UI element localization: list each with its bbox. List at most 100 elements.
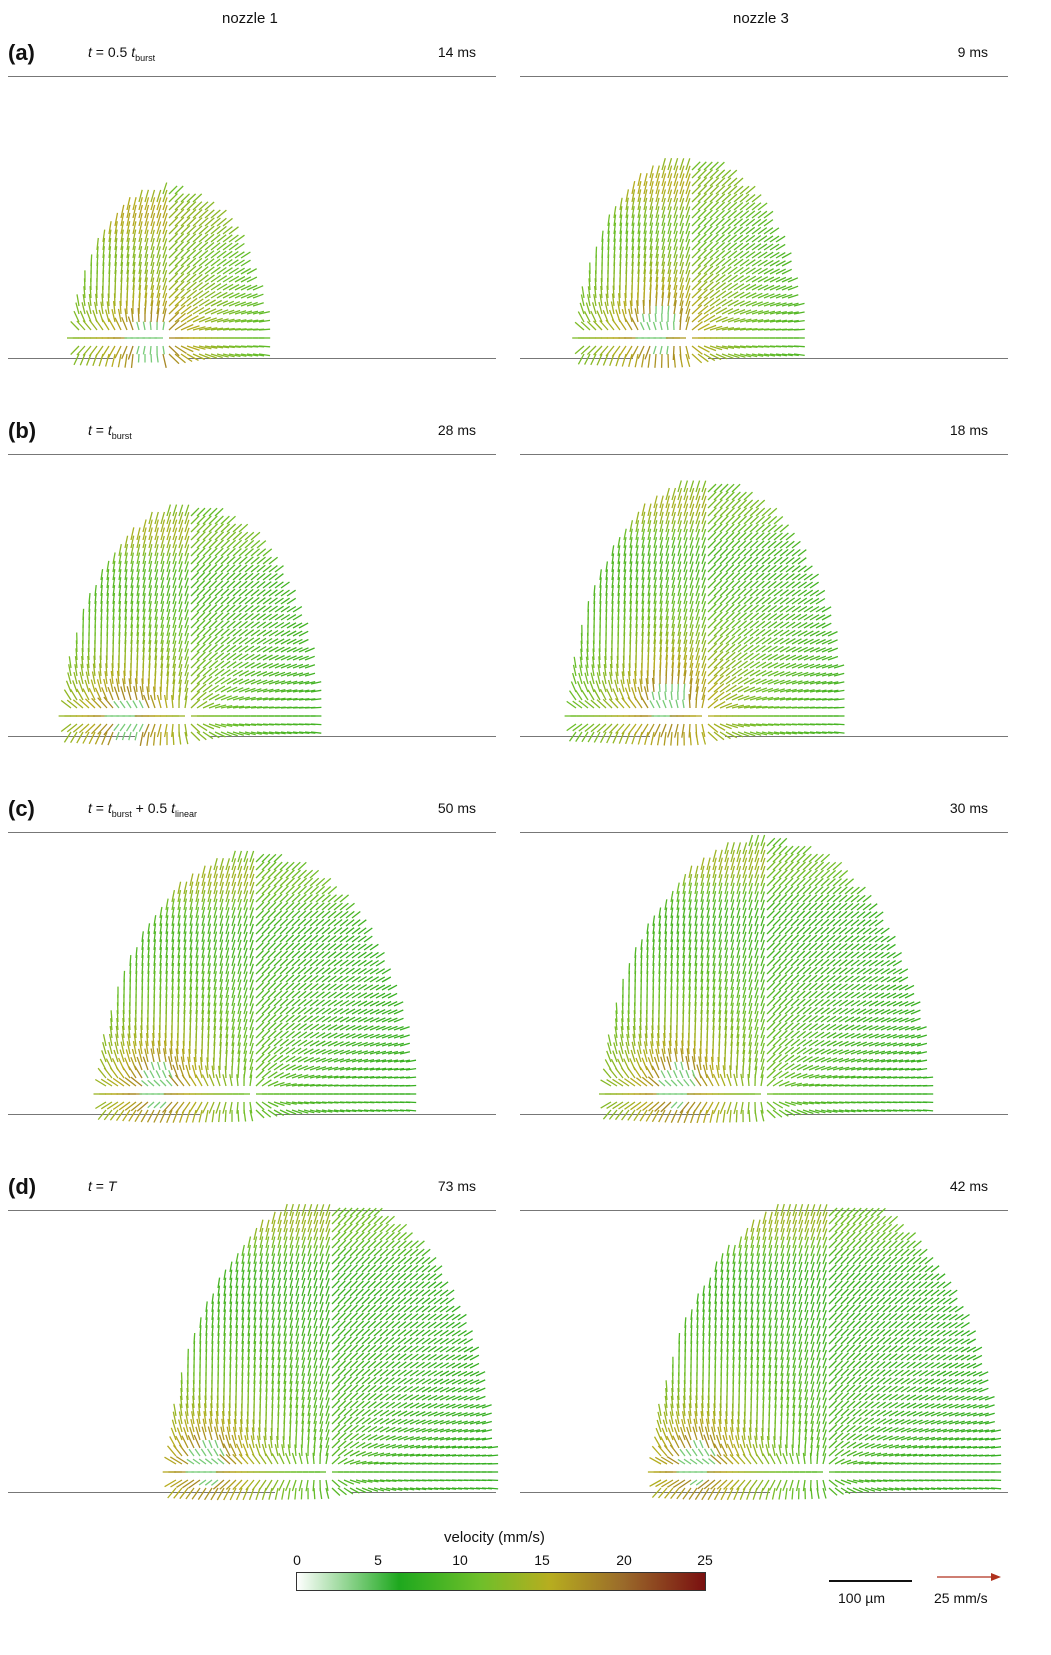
velocity-arrow <box>214 588 224 597</box>
velocity-arrow <box>321 959 331 967</box>
velocity-arrow <box>737 660 748 669</box>
velocity-arrow <box>719 556 729 565</box>
velocity-arrow <box>268 564 278 573</box>
velocity-arrow <box>707 627 717 637</box>
velocity-arrow <box>172 601 177 613</box>
velocity-arrow <box>665 537 670 549</box>
velocity-arrow <box>156 221 162 235</box>
velocity-arrow <box>238 612 248 621</box>
velocity-arrow <box>689 520 695 533</box>
velocity-arrow <box>743 572 753 581</box>
velocity-arrow <box>80 663 84 677</box>
velocity-arrow <box>784 1101 796 1107</box>
velocity-arrow <box>787 294 799 299</box>
velocity-arrow <box>261 1053 271 1063</box>
velocity-arrow <box>647 608 651 621</box>
velocity-arrow <box>667 222 672 235</box>
velocity-arrow <box>321 902 331 911</box>
velocity-arrow <box>639 678 643 693</box>
velocity-arrow <box>148 519 153 533</box>
velocity-arrow <box>767 540 777 549</box>
velocity-arrow <box>685 181 691 195</box>
velocity-arrow <box>103 696 114 709</box>
velocity-arrow <box>713 635 724 645</box>
velocity-arrow <box>683 600 688 613</box>
velocity-arrow <box>646 723 655 737</box>
velocity-arrow <box>210 225 221 235</box>
velocity-arrow <box>614 679 619 693</box>
velocity-arrow <box>649 206 654 219</box>
velocity-arrow <box>184 504 190 517</box>
velocity-arrow <box>100 600 103 613</box>
velocity-arrow <box>213 963 218 975</box>
velocity-arrow <box>743 604 753 613</box>
velocity-arrow <box>150 269 155 283</box>
velocity-arrow <box>748 1042 753 1055</box>
velocity-arrow <box>685 300 691 315</box>
velocity-arrow <box>709 1109 714 1123</box>
velocity-arrow <box>231 971 236 983</box>
velocity-arrow <box>691 233 701 243</box>
velocity-arrow <box>184 687 189 701</box>
velocity-arrow <box>175 1101 185 1114</box>
velocity-arrow <box>201 1010 205 1023</box>
velocity-arrow <box>763 219 774 227</box>
velocity-arrow <box>238 653 249 661</box>
velocity-arrow <box>797 697 809 701</box>
velocity-arrow <box>814 1109 826 1114</box>
velocity-arrow <box>721 290 733 299</box>
velocity-arrow <box>767 564 777 573</box>
velocity-arrow <box>240 301 252 307</box>
velocity-arrow <box>285 1047 296 1055</box>
velocity-arrow <box>160 663 164 677</box>
velocity-arrow <box>713 595 723 605</box>
velocity-arrow <box>650 1033 654 1047</box>
velocity-arrow <box>600 1101 612 1109</box>
velocity-arrow <box>345 1041 356 1047</box>
velocity-arrow <box>629 584 633 597</box>
velocity-arrow <box>748 1050 752 1063</box>
velocity-arrow <box>755 661 767 669</box>
velocity-arrow <box>584 723 595 733</box>
velocity-arrow <box>745 210 756 219</box>
channel-bottom-wall <box>785 1114 1008 1115</box>
velocity-arrow <box>185 1064 191 1079</box>
velocity-arrow <box>844 1109 856 1113</box>
velocity-arrow <box>214 731 226 738</box>
velocity-arrow <box>163 694 168 709</box>
velocity-arrow <box>639 1109 648 1122</box>
velocity-arrow <box>100 1078 113 1087</box>
velocity-arrow <box>862 1058 874 1063</box>
velocity-arrow <box>126 686 132 701</box>
velocity-arrow <box>172 552 177 565</box>
velocity-arrow <box>150 285 155 299</box>
velocity-arrow <box>126 212 131 227</box>
velocity-arrow <box>180 233 191 243</box>
velocity-arrow <box>755 723 768 727</box>
velocity-arrow <box>773 605 784 613</box>
velocity-arrow <box>208 628 218 637</box>
velocity-arrow <box>791 697 803 701</box>
velocity-arrow <box>641 520 646 533</box>
velocity-arrow <box>659 592 663 605</box>
velocity-arrow <box>154 552 159 565</box>
velocity-arrow <box>721 317 734 323</box>
velocity-arrow <box>214 531 225 541</box>
velocity-arrow <box>740 1101 744 1115</box>
velocity-arrow <box>122 1017 125 1031</box>
velocity-arrow <box>713 587 723 597</box>
velocity-arrow <box>619 238 622 251</box>
velocity-arrow <box>106 568 110 581</box>
velocity-arrow <box>695 723 698 738</box>
velocity-arrow <box>267 966 277 975</box>
velocity-arrow <box>707 507 717 517</box>
velocity-arrow <box>793 328 805 331</box>
velocity-arrow <box>273 910 283 919</box>
velocity-arrow <box>207 907 212 919</box>
velocity-arrow <box>584 672 589 685</box>
velocity-arrow <box>363 992 374 999</box>
velocity-arrow <box>108 246 112 259</box>
velocity-arrow <box>731 523 741 533</box>
velocity-arrow <box>610 301 615 315</box>
velocity-arrow <box>286 655 297 661</box>
